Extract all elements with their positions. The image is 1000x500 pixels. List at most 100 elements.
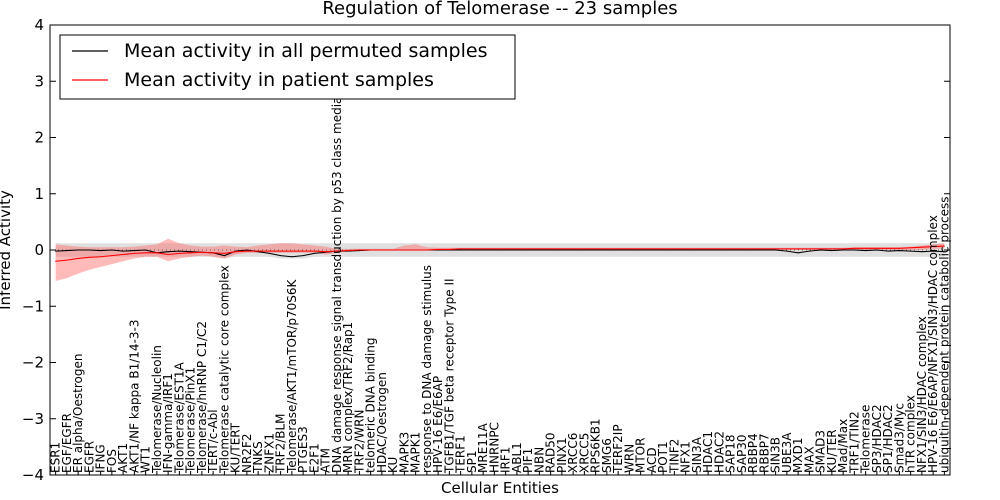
data-point-permuted [876, 249, 878, 251]
category-label: KU/TERT [229, 422, 243, 473]
data-point-patient [797, 248, 799, 250]
category-label: ATM [319, 448, 333, 473]
data-point-permuted [775, 249, 777, 251]
data-point-patient [865, 247, 867, 249]
data-point-permuted [606, 249, 608, 251]
data-point-patient [392, 249, 394, 251]
data-point-patient [640, 248, 642, 250]
data-point-permuted [268, 252, 270, 254]
category-label: TERF2IP [611, 424, 625, 474]
category-label: SP3/HDAC2 [870, 404, 884, 473]
category-label: NFX1/SIN3/HDAC complex [915, 316, 929, 473]
category-label: PTGES3 [296, 426, 310, 473]
category-label: XRCC5 [577, 433, 591, 473]
data-point-patient [662, 248, 664, 250]
data-point-permuted [741, 249, 743, 251]
category-label: SIN3A [690, 436, 704, 473]
data-point-patient [190, 252, 192, 254]
category-label: ESR1 [49, 442, 63, 473]
category-label: NFX1 [679, 441, 693, 473]
category-label: HPV-16 E6/E6AP [431, 376, 445, 473]
data-point-permuted [921, 251, 923, 253]
legend-label-patient: Mean activity in patient samples [124, 69, 434, 91]
category-label: XRCC6 [566, 433, 580, 473]
data-point-patient [617, 248, 619, 250]
category-label: HDAC2 [712, 431, 726, 473]
data-point-permuted [527, 249, 529, 251]
category-label: PINX1 [555, 437, 569, 473]
data-point-patient [842, 248, 844, 250]
category-label: PIF1 [521, 448, 535, 473]
data-point-permuted [718, 249, 720, 251]
category-label: E2F1 [307, 443, 321, 473]
category-label: SAP30 [735, 434, 749, 473]
data-point-permuted [460, 249, 462, 251]
data-point-patient [77, 257, 79, 259]
data-point-permuted [853, 249, 855, 251]
data-point-patient [572, 248, 574, 250]
data-point-permuted [797, 252, 799, 254]
category-label: ACD [645, 447, 659, 473]
data-point-patient [898, 247, 900, 249]
category-label: MTOR [634, 438, 648, 473]
data-point-permuted [730, 249, 732, 251]
data-point-patient [910, 247, 912, 249]
data-point-permuted [167, 251, 169, 253]
data-point-permuted [932, 250, 934, 252]
data-point-patient [741, 248, 743, 250]
category-label: HPV-16 E6/E6AP/NFX1/SIN3/HDAC complex [926, 215, 940, 473]
data-point-permuted [280, 255, 282, 257]
data-point-patient [595, 248, 597, 250]
data-point-permuted [482, 249, 484, 251]
data-point-patient [808, 248, 810, 250]
data-point-patient [201, 251, 203, 253]
data-point-patient [257, 250, 259, 252]
category-label: EGFR [82, 441, 96, 473]
data-point-permuted [88, 249, 90, 251]
data-point-patient [775, 248, 777, 250]
data-point-patient [336, 250, 338, 252]
data-point-patient [415, 249, 417, 251]
category-label: HDAC1 [701, 431, 715, 473]
data-point-patient [246, 250, 248, 252]
y-tick-label: 1 [34, 185, 44, 203]
data-point-permuted [808, 250, 810, 252]
data-point-permuted [898, 250, 900, 252]
data-point-patient [358, 249, 360, 251]
data-point-patient [268, 250, 270, 252]
data-point-patient [471, 248, 473, 250]
data-point-permuted [55, 250, 57, 252]
data-point-patient [887, 247, 889, 249]
data-point-patient [347, 250, 349, 252]
category-label: Telomerase/EST1A [172, 361, 186, 474]
data-point-patient [718, 248, 720, 250]
category-label: SMG6 [600, 438, 614, 473]
category-label: SP1/HDAC2 [881, 404, 895, 473]
data-point-permuted [66, 250, 68, 252]
data-point-permuted [505, 249, 507, 251]
legend: Mean activity in all permuted samples Me… [59, 34, 516, 100]
data-point-permuted [865, 250, 867, 252]
data-point-permuted [561, 249, 563, 251]
data-point-patient [100, 256, 102, 258]
data-point-patient [133, 252, 135, 254]
data-point-patient [460, 248, 462, 250]
data-point-permuted [291, 256, 293, 258]
category-label: MRN complex/TRF2/Rap1 [341, 322, 355, 473]
data-point-patient [325, 251, 327, 253]
category-label: POT1 [656, 441, 670, 473]
data-point-permuted [302, 255, 304, 257]
category-label: response to DNA damage stimulus [420, 265, 434, 473]
y-tick-label: −2 [22, 354, 44, 372]
data-point-permuted [111, 249, 113, 251]
data-point-patient [448, 248, 450, 250]
data-point-patient [628, 248, 630, 250]
data-point-permuted [493, 249, 495, 251]
data-point-permuted [707, 249, 709, 251]
category-label: telomeric DNA binding [364, 338, 378, 474]
chart-title: Regulation of Telomerase -- 23 samples [322, 0, 677, 19]
y-tick-label: −3 [22, 410, 44, 428]
data-point-patient [426, 249, 428, 251]
